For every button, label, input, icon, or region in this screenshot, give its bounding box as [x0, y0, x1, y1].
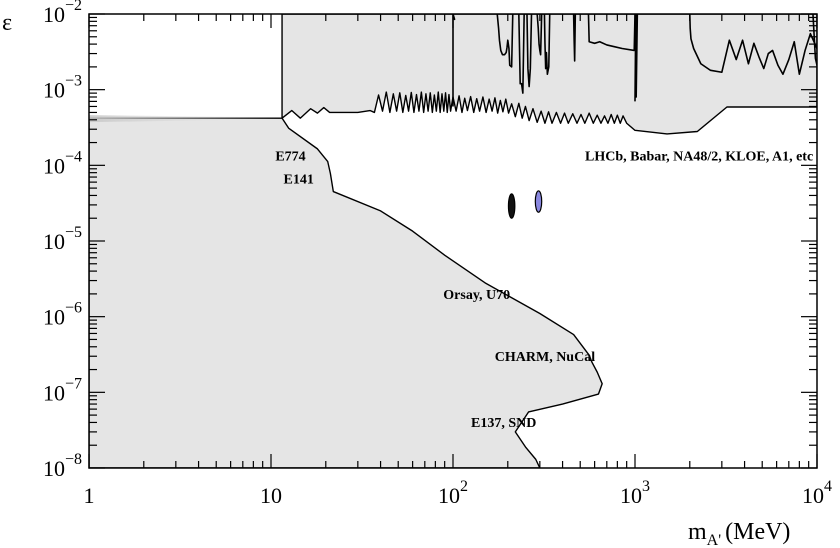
- region-label: Orsay, U70: [443, 288, 510, 303]
- signal-island-2: [534, 190, 543, 213]
- fade-band: [89, 115, 279, 123]
- axis-tick-labels: 1 10 102 103 104 10−8 10−7 10−6 10−5 10−4 10−3 10−2: [43, 0, 832, 508]
- upper-contour-line-7: [572, 14, 577, 62]
- x-axis-label: mA' (MeV): [688, 519, 790, 548]
- upper-contour-line-9: [634, 14, 639, 102]
- signal-islands: [507, 190, 543, 219]
- x-tick-label: 104: [802, 478, 832, 508]
- region-label: E774: [275, 150, 305, 165]
- y-tick-label: 10−4: [43, 148, 82, 178]
- x-tick-label: 103: [620, 478, 650, 508]
- axis-ticks: [88, 13, 818, 469]
- upper-contour-line-10: [688, 14, 817, 76]
- region-labels: E774 E141 Orsay, U70 CHARM, NuCal E137, SND L…: [275, 150, 813, 431]
- y-tick-label: 10−6: [43, 300, 82, 330]
- y-axis-label: ε: [2, 10, 12, 36]
- x-axis-label-unit: (MeV): [725, 519, 790, 545]
- upper-contour-line-4: [526, 14, 533, 88]
- y-tick-label: 10−8: [43, 451, 82, 481]
- region-label: LHCb, Babar, NA48/2, KLOE, A1, etc: [585, 150, 813, 165]
- y-tick-label: 10−7: [43, 375, 82, 405]
- region-label: E137, SND: [471, 416, 536, 431]
- upper-contour-line-3: [518, 14, 525, 94]
- upper-contour-line-6: [543, 14, 551, 76]
- region-label: CHARM, NuCal: [495, 350, 595, 365]
- y-tick-label: 10−5: [43, 224, 82, 254]
- x-tick-label: 1: [84, 483, 95, 508]
- upper-contour-line-8: [587, 14, 636, 52]
- x-tick-label: 10: [260, 483, 282, 508]
- y-tick-label: 10−2: [43, 0, 82, 27]
- x-axis-label-symbol: m: [688, 519, 707, 545]
- upper-contour-line-2: [496, 14, 514, 68]
- upper-contour-lines: [452, 14, 817, 107]
- y-tick-label: 10−3: [43, 73, 82, 103]
- collider-fixed-target-exclusion: [281, 14, 817, 135]
- x-tick-label: 102: [438, 478, 468, 508]
- beam-dump-exclusion: [89, 117, 603, 468]
- signal-island-1: [507, 193, 516, 219]
- x-axis-label-subscript: A': [707, 532, 722, 548]
- upper-contour-line-5: [536, 14, 543, 56]
- upper-contour-line-1: [452, 14, 456, 107]
- region-label: E141: [284, 173, 314, 188]
- exclusion-regions: [89, 14, 817, 468]
